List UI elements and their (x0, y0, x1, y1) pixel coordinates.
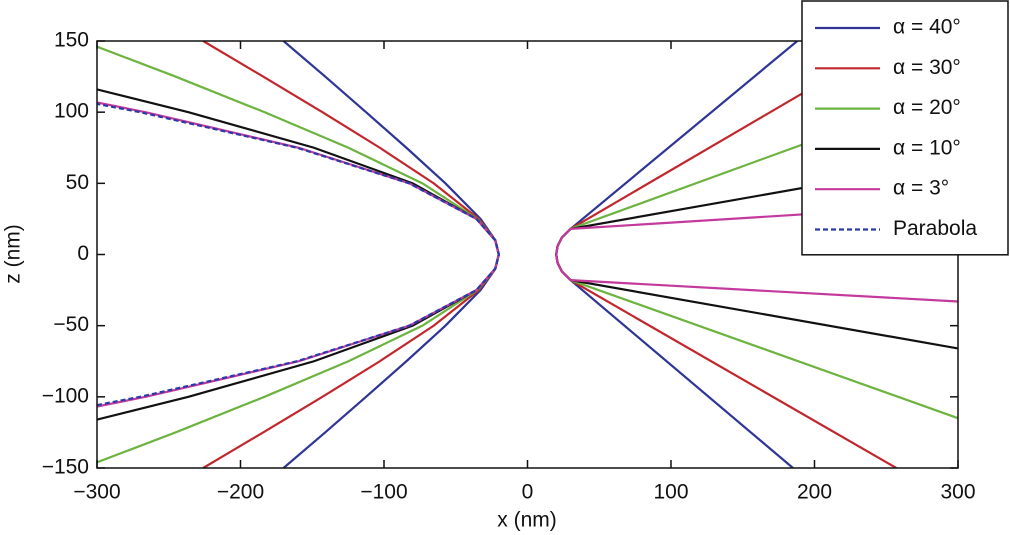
x-tick-label: −100 (360, 481, 407, 504)
legend-label: α = 40° (893, 16, 961, 39)
line-series (97, 102, 500, 407)
y-tick-label: 50 (66, 171, 89, 194)
plot-area (97, 41, 958, 468)
x-tick-label: −300 (73, 481, 120, 504)
y-tick-label: −100 (42, 384, 89, 407)
x-tick-label: 100 (653, 481, 688, 504)
legend: α = 40° α = 30° α = 20° α = 10° α = 3° Parabo… (801, 0, 1009, 256)
y-axis-label: z (nm) (2, 224, 25, 284)
legend-label: α = 30° (893, 56, 961, 79)
y-tick-label: 0 (77, 242, 89, 265)
line-series (282, 41, 798, 468)
x-tick-label: 300 (940, 481, 975, 504)
y-tick-label: 150 (54, 29, 89, 52)
y-tick-label: −150 (42, 456, 89, 479)
x-tick-label: 200 (797, 481, 832, 504)
x-tick-label: −200 (217, 481, 264, 504)
y-tick-label: −50 (53, 313, 89, 336)
y-tick-label: 100 (54, 100, 89, 123)
x-tick-label: 0 (522, 481, 534, 504)
legend-label: α = 20° (893, 96, 961, 119)
legend-label: α = 10° (893, 136, 961, 159)
x-axis-label: x (nm) (497, 509, 557, 532)
legend-box (801, 0, 1009, 256)
legend-label: Parabola (893, 217, 977, 240)
line-series (202, 41, 897, 468)
legend-label: α = 3° (893, 177, 949, 200)
